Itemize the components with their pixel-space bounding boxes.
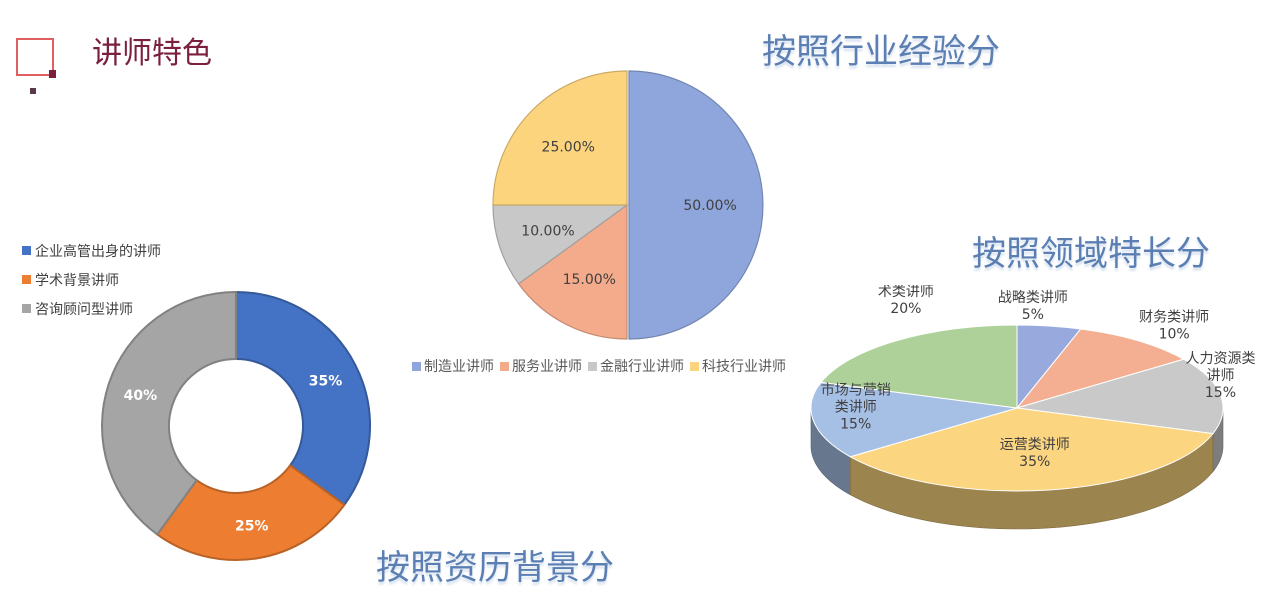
background-doughnut-data-label: 25%: [235, 518, 269, 534]
background-doughnut-segment: [235, 290, 371, 507]
domain-pie-data-label: 人力资源类讲师 15%: [1185, 351, 1255, 401]
background-legend-label: 学术背景讲师: [35, 272, 119, 289]
background-legend-item: 咨询顾问型讲师: [22, 294, 161, 323]
domain-pie-data-label: 财务类讲师 10%: [1139, 309, 1209, 342]
background-doughnut-chart: 35% 25% 40%: [101, 290, 371, 561]
industry-legend-swatch: [588, 361, 597, 371]
industry-pie-data-label: 15.00%: [563, 272, 616, 288]
industry-pie-data-label: 50.00%: [683, 198, 736, 214]
industry-pie-slice: [492, 204, 629, 285]
domain-pie-slice: [810, 381, 1018, 458]
industry-pie-data-label: 10.00%: [521, 224, 574, 240]
background-legend-swatch: [22, 275, 31, 284]
industry-pie-data-label: 25.00%: [542, 139, 595, 155]
background-legend-label: 企业高管出身的讲师: [35, 243, 161, 260]
background-legend-swatch: [22, 246, 31, 255]
background-legend-swatch: [22, 304, 31, 313]
page-title: 讲师特色: [92, 36, 212, 71]
domain-3d-pie-chart: 战略类讲师 5% 财务类讲师 10% 人力资源类讲师 15% 运营类讲师 35% 市场与营销类讲…: [810, 285, 1255, 530]
domain-pie-slice: [820, 324, 1018, 409]
industry-pie-slice: [628, 70, 764, 340]
title-square-icon: [16, 38, 56, 78]
background-legend-item: 学术背景讲师: [22, 265, 161, 294]
domain-pie-data-label: 市场与营销类讲师 15%: [821, 381, 891, 432]
domain-pie-data-label: 数字化与技术类讲师20%: [871, 285, 941, 317]
industry-legend-swatch: [500, 361, 509, 371]
background-doughnut-data-label: 40%: [124, 388, 158, 404]
domain-pie-slice: [1015, 328, 1185, 409]
background-doughnut-segment: [155, 463, 346, 561]
background-doughnut-data-label: 35%: [309, 373, 343, 389]
background-legend: 企业高管出身的讲师 学术背景讲师 咨询顾问型讲师: [22, 236, 161, 323]
background-doughnut-segment: [101, 290, 237, 536]
domain-pie-data-label: 运营类讲师 35%: [1000, 437, 1070, 470]
title-dot-icon: [30, 88, 36, 94]
background-chart-title: 按照资历背景分: [376, 548, 614, 588]
industry-legend-item: 制造业讲师: [412, 356, 494, 376]
industry-legend-label: 制造业讲师: [424, 359, 494, 375]
domain-pie-slice: [1016, 358, 1224, 435]
industry-legend-swatch: [690, 361, 699, 371]
industry-legend-swatch: [412, 361, 421, 371]
industry-legend-item: 金融行业讲师: [588, 356, 684, 376]
industry-pie-chart: 50.00% 15.00% 10.00% 25.00%: [492, 70, 764, 340]
industry-pie-slice: [492, 70, 628, 206]
industry-legend-label: 科技行业讲师: [702, 359, 786, 375]
industry-legend-label: 服务业讲师: [512, 359, 582, 375]
domain-pie-data-label: 战略类讲师 5%: [998, 290, 1068, 323]
background-legend-item: 企业高管出身的讲师: [22, 236, 161, 265]
background-legend-label: 咨询顾问型讲师: [35, 301, 133, 318]
industry-chart-title: 按照行业经验分: [762, 32, 1000, 72]
industry-pie-slice: [517, 203, 628, 340]
domain-pie-slice: [849, 407, 1214, 492]
industry-legend-item: 科技行业讲师: [690, 356, 786, 376]
industry-legend-label: 金融行业讲师: [600, 359, 684, 375]
industry-legend: 制造业讲师 服务业讲师 金融行业讲师 科技行业讲师: [412, 356, 792, 376]
domain-chart-title: 按照领域特长分: [972, 234, 1210, 274]
industry-legend-item: 服务业讲师: [500, 356, 582, 376]
